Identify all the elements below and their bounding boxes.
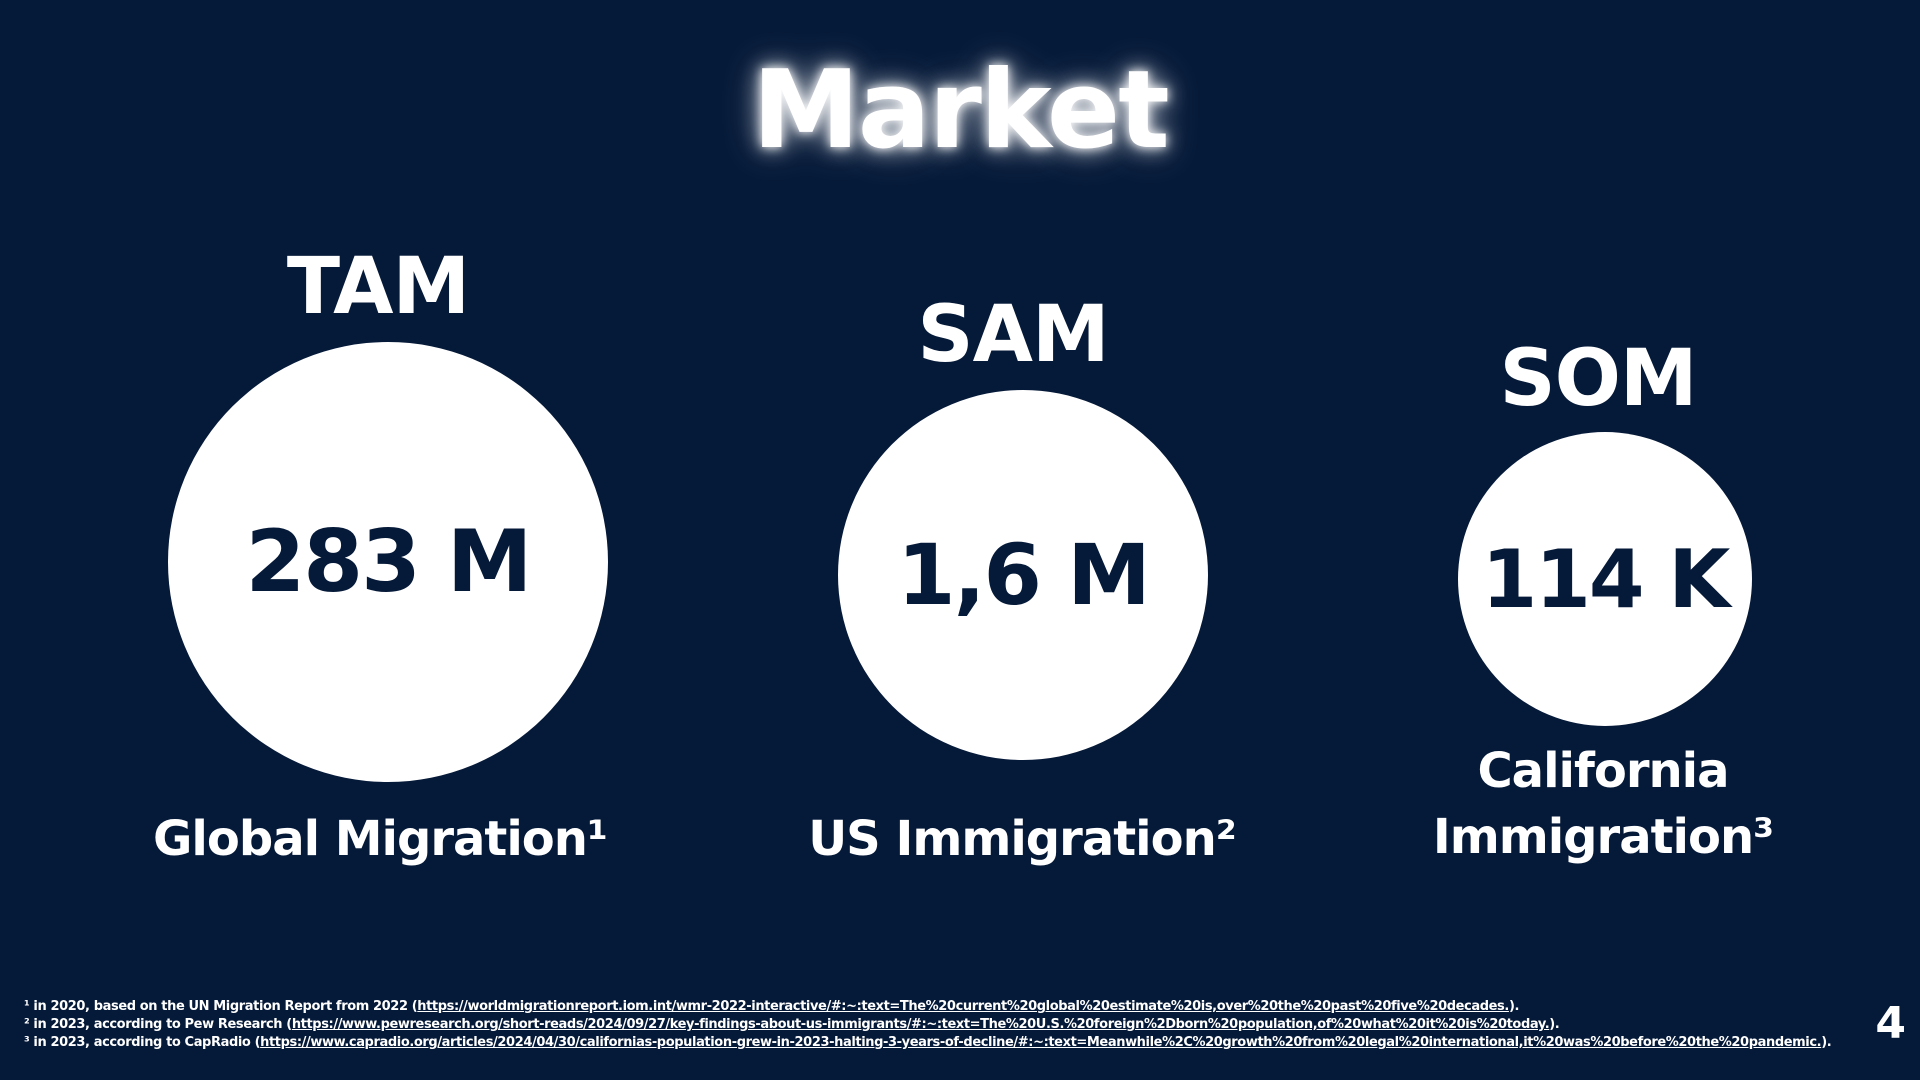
som-circle: 114 K — [1458, 432, 1752, 726]
som-label: SOM — [1499, 334, 1697, 424]
page-number: 4 — [1875, 998, 1906, 1049]
footnote-2-suffix: ). — [1549, 1017, 1560, 1032]
footnote-1-suffix: ). — [1508, 999, 1520, 1014]
footnote-1: ¹ in 2020, based on the UN Migration Rep… — [24, 998, 1864, 1016]
sam-circle: 1,6 M — [838, 390, 1208, 760]
footnote-2-link[interactable]: https://www.pewresearch.org/short-reads/… — [291, 1017, 1550, 1032]
sam-label: SAM — [917, 290, 1109, 380]
footnote-3-prefix: ³ in 2023, according to CapRadio ( — [24, 1035, 261, 1050]
tam-value: 283 M — [245, 512, 532, 612]
footnotes: ¹ in 2020, based on the UN Migration Rep… — [24, 998, 1864, 1052]
som-value: 114 K — [1481, 532, 1731, 626]
slide-title: Market — [752, 48, 1169, 173]
sam-caption: US Immigration² — [762, 806, 1282, 872]
tam-caption: Global Migration¹ — [120, 806, 640, 872]
footnote-1-link[interactable]: https://worldmigrationreport.iom.int/wmr… — [417, 999, 1509, 1014]
sam-value: 1,6 M — [897, 526, 1151, 624]
som-caption: California Immigration³ — [1343, 738, 1863, 870]
footnote-2-prefix: ² in 2023, according to Pew Research ( — [24, 1017, 292, 1032]
tam-circle: 283 M — [168, 342, 608, 782]
footnote-3: ³ in 2023, according to CapRadio (https:… — [24, 1034, 1864, 1052]
sam-caption-line1: US Immigration² — [808, 811, 1237, 867]
som-caption-line1: California — [1477, 743, 1729, 799]
tam-label: TAM — [286, 242, 470, 332]
tam-caption-line1: Global Migration¹ — [153, 811, 608, 867]
footnote-1-prefix: ¹ in 2020, based on the UN Migration Rep… — [24, 999, 418, 1014]
footnote-3-link[interactable]: https://www.capradio.org/articles/2024/0… — [260, 1035, 1822, 1050]
footnote-2: ² in 2023, according to Pew Research (ht… — [24, 1016, 1864, 1034]
footnote-3-suffix: ). — [1821, 1035, 1832, 1050]
som-caption-line2: Immigration³ — [1432, 809, 1774, 865]
